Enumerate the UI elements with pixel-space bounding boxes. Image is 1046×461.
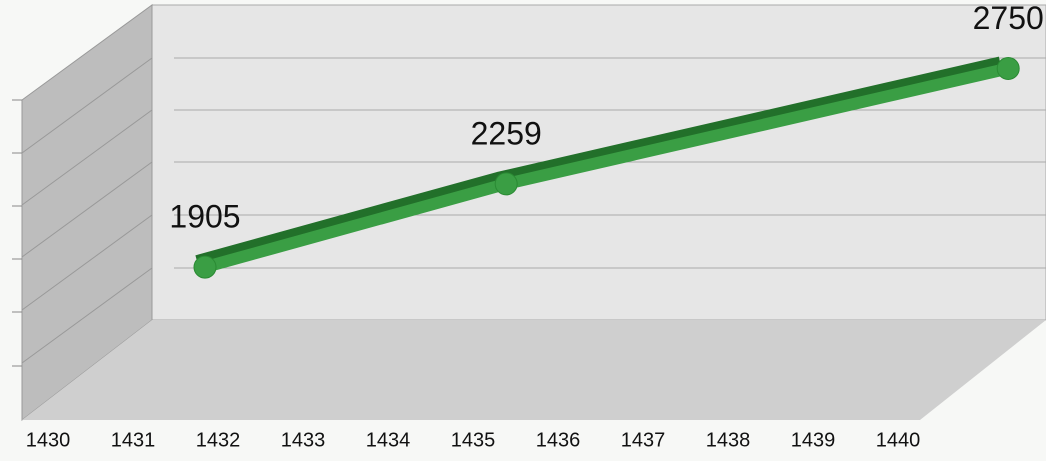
x-tick-label: 1430	[26, 429, 71, 451]
x-tick-label: 1437	[621, 429, 666, 451]
x-tick-label: 1439	[791, 429, 836, 451]
x-tick-label: 1434	[366, 429, 411, 451]
marker	[996, 56, 1020, 80]
side-grid-line	[21, 57, 153, 154]
x-tick-label: 1435	[451, 429, 496, 451]
marker	[494, 172, 518, 196]
value-label: 1905	[169, 199, 240, 235]
side-grid-line	[21, 267, 153, 364]
marker	[193, 255, 217, 279]
value-label: 2750	[973, 0, 1044, 36]
x-tick-label: 1431	[111, 429, 156, 451]
side-grid-line	[21, 214, 153, 311]
floor	[22, 320, 1046, 420]
side-grid-line	[21, 109, 153, 206]
x-tick-label: 1440	[876, 429, 921, 451]
x-tick-label: 1436	[536, 429, 581, 451]
x-tick-label: 1432	[196, 429, 241, 451]
x-tick-label: 1433	[281, 429, 326, 451]
side-ticks	[12, 99, 22, 367]
side-grid-line	[21, 161, 153, 258]
x-tick-label: 1438	[706, 429, 751, 451]
value-label: 2259	[471, 115, 542, 151]
